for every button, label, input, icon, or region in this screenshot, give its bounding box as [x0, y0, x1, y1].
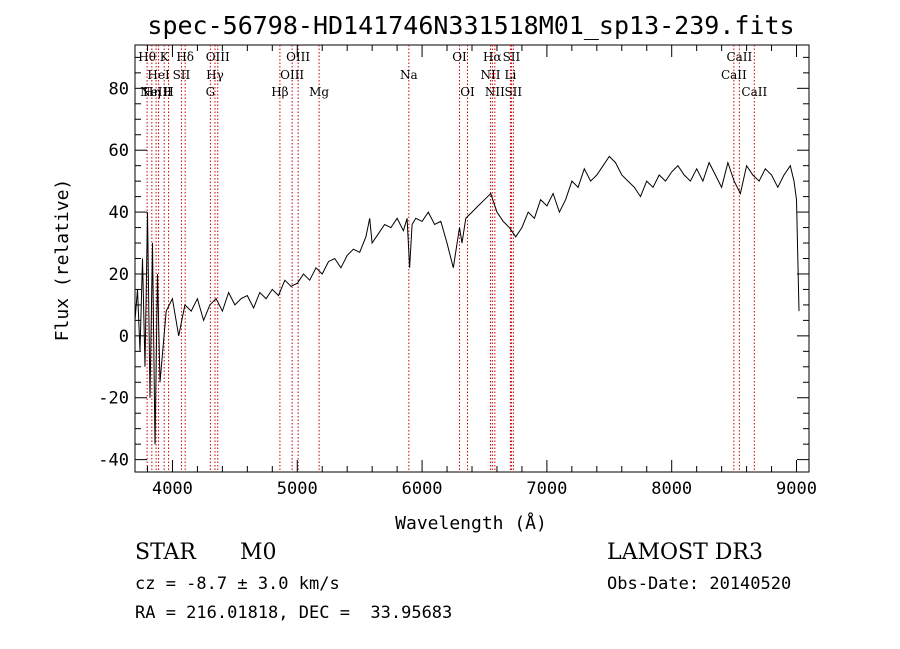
- marker-label-16: OI: [452, 50, 467, 64]
- marker-label-26: CaII: [741, 85, 767, 99]
- y-tick-label-2: 0: [119, 327, 129, 347]
- marker-label-2: NeIII: [140, 85, 172, 99]
- chart-title: spec-56798-HD141746N331518M01_sp13-239.f…: [147, 11, 794, 40]
- x-tick-label-2: 6000: [402, 479, 443, 499]
- marker-label-23: SII: [504, 85, 522, 99]
- plot-frame: [134, 44, 810, 473]
- marker-label-9: Hγ: [206, 68, 224, 82]
- survey-name: LAMOST DR3: [607, 540, 763, 565]
- x-tick-labels: 4000 5000 6000 7000 8000 9000: [152, 479, 817, 499]
- x-tick-label-5: 9000: [776, 479, 817, 499]
- object-subclass: M0: [240, 540, 277, 565]
- marker-label-20: NII: [485, 85, 505, 99]
- y-axis-ticks: [135, 56, 809, 461]
- y-tick-label-5: 60: [109, 141, 129, 161]
- marker-label-6: SII: [173, 68, 191, 82]
- x-tick-label-3: 7000: [526, 479, 567, 499]
- marker-label-3: HeI: [147, 68, 170, 82]
- marker-label-13: OIII: [286, 50, 310, 64]
- x-axis-ticks: [146, 45, 798, 472]
- y-axis-label: Flux (relative): [52, 179, 73, 342]
- marker-label-7: Hδ: [176, 50, 194, 64]
- x-tick-label-4: 8000: [651, 479, 692, 499]
- object-class: STAR: [135, 540, 196, 565]
- y-tick-label-1: -20: [98, 389, 129, 409]
- y-tick-label-3: 20: [109, 265, 129, 285]
- marker-label-25: CaII: [726, 50, 752, 64]
- marker-label-21: Li: [505, 68, 517, 82]
- marker-label-11: Hβ: [271, 85, 288, 99]
- marker-label-0: Hθ: [138, 50, 156, 64]
- marker-label-22: SII: [503, 50, 521, 64]
- marker-label-14: Mg: [309, 85, 329, 99]
- marker-label-18: NII: [480, 68, 500, 82]
- marker-label-24: CaII: [721, 68, 747, 82]
- observation-date: Obs-Date: 20140520: [607, 574, 792, 594]
- spectrum-line: [134, 155, 800, 445]
- marker-label-19: Hα: [483, 50, 502, 64]
- line-marker-labels: HθHηNeIIIHeIKHSIIHδGHγOIIIHβOIIIOIIIMgNa…: [138, 50, 767, 99]
- y-tick-label-6: 80: [109, 79, 129, 99]
- marker-label-5: H: [163, 85, 173, 99]
- x-tick-label-1: 5000: [277, 479, 318, 499]
- marker-label-8: G: [206, 85, 216, 99]
- marker-label-17: OI: [460, 85, 475, 99]
- marker-label-4: K: [160, 50, 170, 64]
- y-tick-labels: -40 -20 0 20 40 60 80: [98, 79, 129, 470]
- x-tick-label-0: 4000: [152, 479, 193, 499]
- line-markers: [146, 45, 755, 472]
- coordinates-text: RA = 216.01818, DEC = 33.95683: [135, 603, 453, 623]
- marker-label-10: OIII: [206, 50, 230, 64]
- marker-label-15: Na: [400, 68, 418, 82]
- marker-label-1: Hη: [143, 85, 161, 99]
- marker-label-12: OIII: [280, 68, 304, 82]
- y-tick-label-0: -40: [98, 451, 129, 471]
- x-axis-label: Wavelength (Å): [395, 512, 547, 534]
- redshift-text: cz = -8.7 ± 3.0 km/s: [135, 574, 340, 594]
- y-tick-label-4: 40: [109, 203, 129, 223]
